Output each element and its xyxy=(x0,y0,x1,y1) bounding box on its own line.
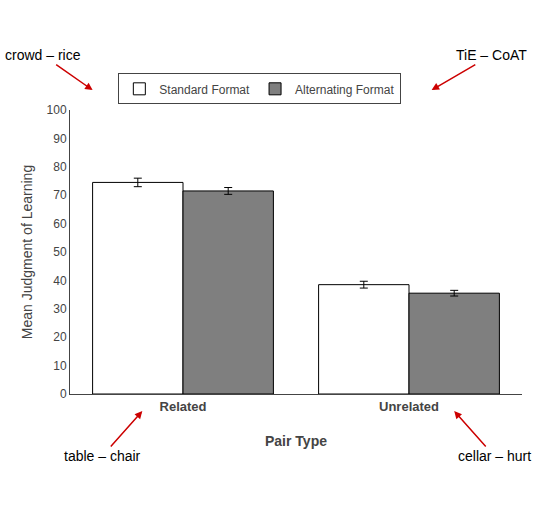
svg-text:70: 70 xyxy=(53,188,67,202)
svg-text:Standard Format: Standard Format xyxy=(159,83,250,97)
svg-text:table – chair: table – chair xyxy=(64,448,141,464)
svg-text:Alternating Format: Alternating Format xyxy=(295,83,394,97)
svg-text:TiE – CoAT: TiE – CoAT xyxy=(456,47,527,63)
svg-text:cellar – hurt: cellar – hurt xyxy=(458,448,531,464)
svg-text:Pair Type: Pair Type xyxy=(265,433,327,449)
svg-text:Mean Judgment of Learning: Mean Judgment of Learning xyxy=(19,165,35,339)
svg-text:30: 30 xyxy=(53,302,67,316)
svg-text:crowd – rice: crowd – rice xyxy=(5,47,81,63)
svg-text:20: 20 xyxy=(53,330,67,344)
svg-text:10: 10 xyxy=(53,359,67,373)
svg-text:60: 60 xyxy=(53,217,67,231)
svg-text:80: 80 xyxy=(53,160,67,174)
svg-text:0: 0 xyxy=(60,387,67,401)
svg-text:Unrelated: Unrelated xyxy=(379,399,439,414)
svg-text:50: 50 xyxy=(53,245,67,259)
svg-text:40: 40 xyxy=(53,274,67,288)
svg-text:100: 100 xyxy=(47,103,67,117)
svg-text:Related: Related xyxy=(160,399,207,414)
svg-text:90: 90 xyxy=(53,132,67,146)
